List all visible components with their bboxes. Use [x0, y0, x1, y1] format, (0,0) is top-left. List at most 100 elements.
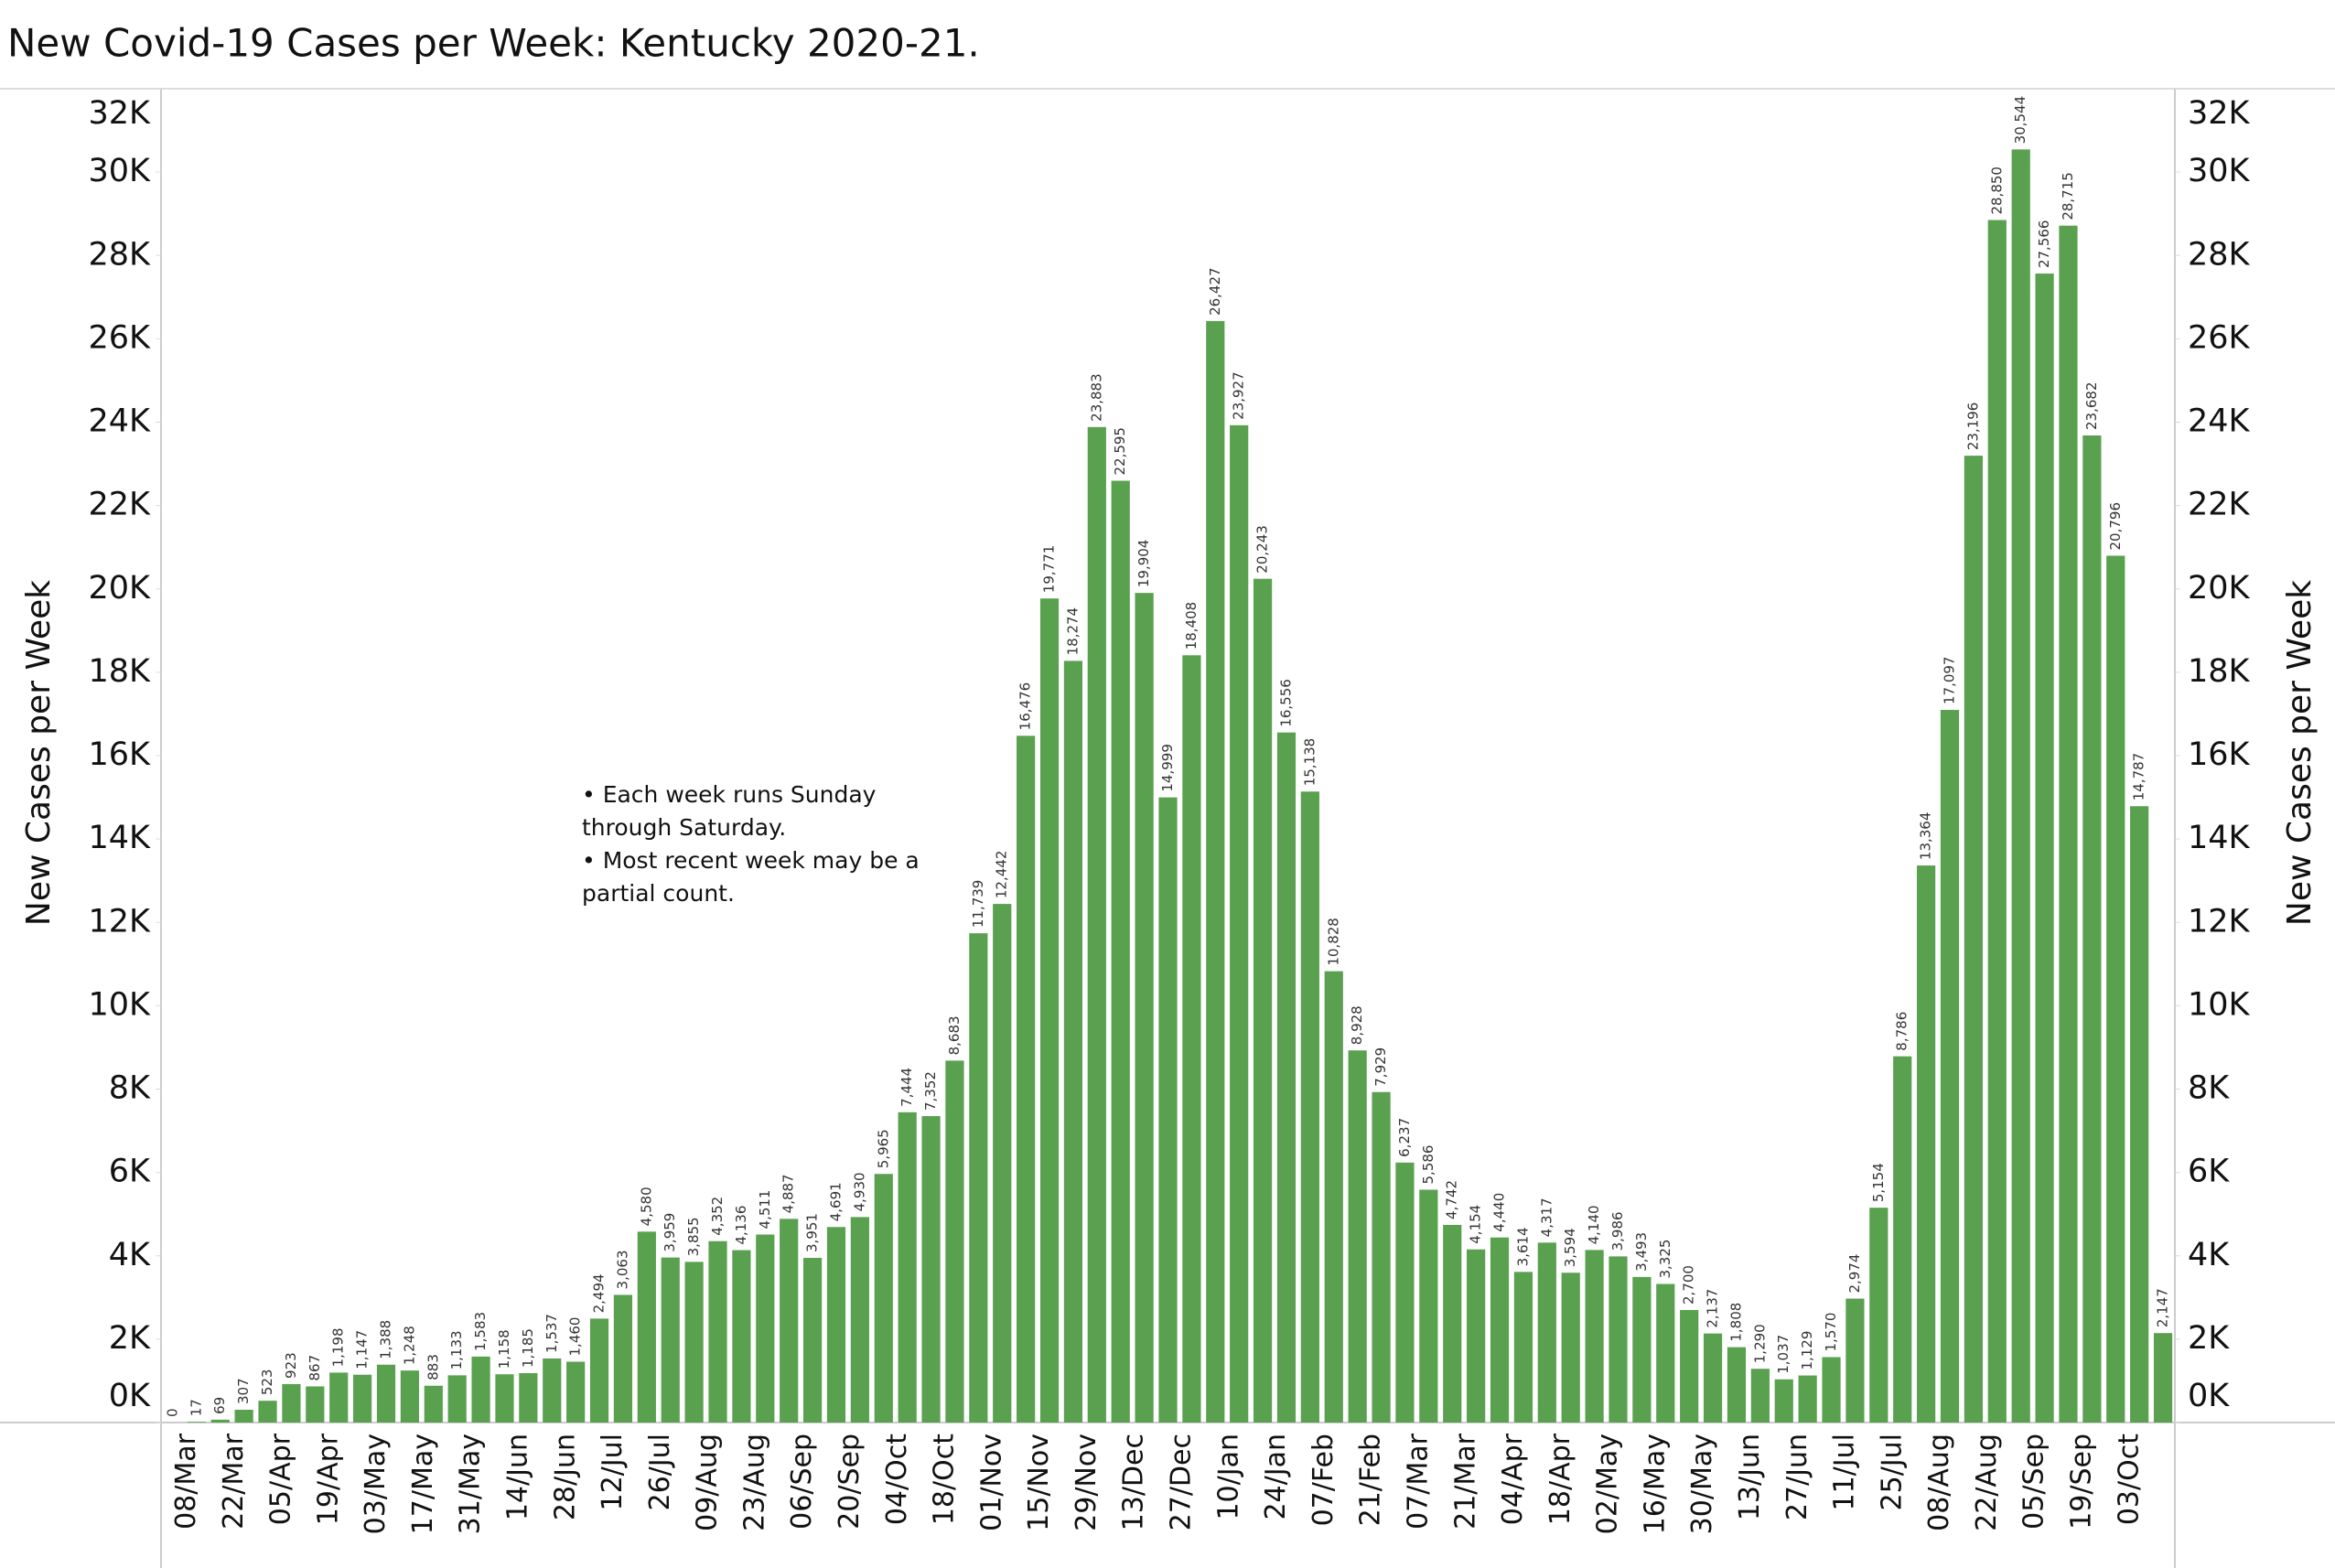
bar: [519, 1373, 538, 1423]
value-label: 4,930: [851, 1172, 867, 1211]
value-label: 6,237: [1396, 1118, 1413, 1157]
bar: [1348, 1050, 1367, 1423]
value-label: 1,290: [1751, 1324, 1768, 1363]
value-label: 1,460: [567, 1317, 584, 1357]
x-tick-label: 19/Apr: [312, 1433, 344, 1525]
bar: [684, 1262, 704, 1423]
bar: [708, 1240, 727, 1423]
bar: [780, 1219, 799, 1423]
value-label: 883: [425, 1354, 441, 1380]
y2-tick-label: 32K: [2188, 95, 2251, 132]
x-tick-label: 06/Sep: [786, 1434, 818, 1530]
bar: [732, 1250, 751, 1423]
x-tick-label: 08/Aug: [1923, 1434, 1955, 1531]
value-label: 8,928: [1349, 1005, 1365, 1045]
bar: [1585, 1250, 1604, 1423]
value-label: 523: [259, 1369, 275, 1396]
bar: [921, 1116, 941, 1423]
value-label: 2,147: [2155, 1288, 2171, 1327]
value-label: 23,682: [2083, 381, 2100, 430]
y2-tick-label: 26K: [2188, 319, 2251, 356]
value-label: 14,999: [1159, 744, 1176, 792]
bar: [1372, 1091, 1391, 1423]
bar: [1443, 1224, 1462, 1423]
x-tick-label: 30/May: [1686, 1434, 1718, 1534]
bar: [1703, 1333, 1723, 1423]
y-tick-label: 24K: [89, 403, 152, 440]
y2-tick-label: 24K: [2188, 403, 2251, 440]
value-label: 4,317: [1538, 1197, 1555, 1237]
value-label: 3,325: [1657, 1240, 1673, 1279]
value-label: 1,037: [1775, 1335, 1792, 1374]
bar: [945, 1060, 964, 1423]
x-tick-label: 10/Jan: [1212, 1434, 1244, 1520]
x-tick-label: 29/Nov: [1071, 1434, 1103, 1531]
bar: [353, 1374, 372, 1423]
y2-tick-label: 18K: [2188, 653, 2251, 690]
bar: [1395, 1162, 1415, 1423]
x-tick-label: 09/Aug: [692, 1434, 724, 1531]
value-label: 8,786: [1894, 1012, 1910, 1051]
bar: [1135, 593, 1154, 1423]
bar: [1774, 1379, 1793, 1423]
x-tick-label: 21/Feb: [1355, 1434, 1387, 1526]
bar: [376, 1364, 396, 1423]
bar: [447, 1375, 467, 1423]
value-label: 15,138: [1301, 738, 1318, 787]
bar: [210, 1419, 230, 1423]
bar: [1419, 1189, 1438, 1423]
y2-tick-label: 2K: [2188, 1320, 2230, 1357]
value-label: 2,494: [591, 1273, 608, 1313]
bar: [1300, 791, 1319, 1423]
x-tick-label: 01/Nov: [975, 1434, 1007, 1531]
value-label: 5,586: [1420, 1145, 1437, 1185]
bar: [282, 1383, 301, 1423]
y2-tick-label: 4K: [2188, 1237, 2230, 1273]
bar: [1063, 660, 1083, 1423]
y2-tick-label: 0K: [2188, 1378, 2230, 1414]
bar: [756, 1234, 775, 1423]
bar: [1893, 1056, 1912, 1423]
y2-axis-title: New Cases per Week: [2281, 580, 2319, 926]
bar: [543, 1358, 562, 1423]
value-label: 1,185: [520, 1328, 536, 1368]
y2-tick-label: 14K: [2188, 820, 2251, 856]
value-label: 4,136: [733, 1206, 749, 1245]
bar: [2035, 274, 2054, 1423]
y-tick-label: 6K: [109, 1154, 151, 1190]
value-label: 19,904: [1135, 540, 1152, 588]
value-label: 20,243: [1254, 525, 1271, 574]
bar: [400, 1370, 419, 1423]
x-tick-label: 14/Jun: [502, 1434, 534, 1520]
y2-tick-label: 12K: [2188, 903, 2251, 940]
value-label: 23,883: [1088, 373, 1104, 422]
x-tick-label: 28/Jun: [549, 1434, 581, 1520]
annotation: • Each week runs Sunday: [582, 781, 877, 808]
bar: [2082, 435, 2102, 1423]
y2-tick-label: 16K: [2188, 736, 2251, 773]
x-tick-label: 07/Feb: [1307, 1434, 1340, 1526]
x-tick-label: 26/Jul: [644, 1434, 676, 1510]
x-tick-label: 27/Jun: [1781, 1434, 1813, 1520]
value-label: 13,364: [1918, 812, 1934, 861]
bar: [1964, 456, 1983, 1423]
y-tick-label: 22K: [89, 487, 152, 523]
value-label: 4,580: [638, 1187, 654, 1226]
bar: [993, 904, 1012, 1423]
value-label: 4,440: [1491, 1193, 1508, 1232]
value-label: 23,196: [1964, 403, 1981, 451]
bar: [1822, 1357, 1841, 1423]
value-label: 17: [188, 1399, 204, 1416]
value-label: 28,850: [1988, 166, 2005, 215]
value-label: 14,787: [2131, 753, 2147, 801]
bar: [2153, 1333, 2173, 1423]
value-label: 3,493: [1633, 1232, 1650, 1272]
x-tick-label: 22/Aug: [1971, 1434, 2003, 1531]
value-label: 7,929: [1372, 1047, 1389, 1087]
bar: [1182, 655, 1201, 1423]
bar: [1513, 1272, 1533, 1423]
value-label: 3,594: [1562, 1228, 1578, 1267]
bar: [1656, 1283, 1675, 1423]
value-label: 3,614: [1514, 1227, 1531, 1266]
bar: [495, 1374, 514, 1423]
